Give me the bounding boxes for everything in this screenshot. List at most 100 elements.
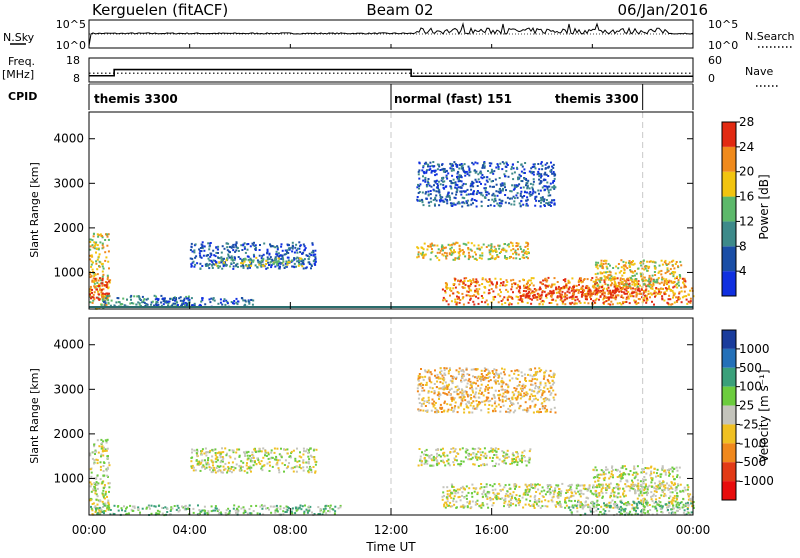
data-cell — [511, 303, 513, 305]
data-cell — [282, 257, 284, 259]
data-cell — [302, 459, 304, 461]
data-cell — [541, 490, 543, 492]
data-cell — [525, 290, 527, 292]
data-cell — [92, 488, 94, 490]
data-cell — [440, 197, 442, 199]
data-cell — [95, 260, 97, 262]
data-cell — [99, 285, 101, 287]
data-cell — [215, 507, 217, 509]
data-cell — [218, 469, 220, 471]
data-cell — [615, 503, 617, 505]
data-cell — [598, 290, 600, 292]
data-cell — [501, 303, 503, 305]
data-cell — [138, 508, 140, 510]
data-cell — [442, 491, 444, 493]
data-cell — [278, 257, 280, 259]
data-cell — [446, 455, 448, 457]
data-cell — [541, 283, 543, 285]
data-cell — [169, 298, 171, 300]
data-cell — [103, 503, 105, 505]
data-cell — [643, 509, 645, 511]
data-cell — [494, 198, 496, 200]
data-cell — [609, 265, 611, 267]
data-cell — [90, 245, 92, 247]
data-cell — [568, 280, 570, 282]
data-cell — [475, 254, 477, 256]
data-cell — [609, 505, 611, 507]
data-cell — [460, 187, 462, 189]
data-cell — [475, 172, 477, 174]
data-cell — [440, 183, 442, 185]
data-cell — [196, 459, 198, 461]
data-cell — [626, 503, 628, 505]
data-cell — [466, 498, 468, 500]
data-cell — [617, 302, 619, 304]
data-cell — [451, 484, 453, 486]
data-cell — [676, 301, 678, 303]
data-cell — [544, 291, 546, 293]
data-cell — [659, 265, 661, 267]
data-cell — [533, 174, 535, 176]
data-cell — [551, 292, 553, 294]
data-cell — [158, 505, 160, 507]
data-cell — [531, 485, 533, 487]
data-cell — [242, 262, 244, 264]
data-cell — [609, 297, 611, 299]
data-cell — [467, 200, 469, 202]
data-cell — [648, 290, 650, 292]
data-cell — [259, 255, 261, 257]
data-cell — [253, 510, 255, 512]
data-cell — [454, 301, 456, 303]
data-cell — [436, 180, 438, 182]
data-cell — [507, 197, 509, 199]
data-cell — [566, 287, 568, 289]
data-cell — [418, 178, 420, 180]
data-cell — [654, 506, 656, 508]
data-cell — [510, 502, 512, 504]
data-cell — [598, 299, 600, 301]
data-cell — [311, 471, 313, 473]
data-cell — [446, 300, 448, 302]
data-cell — [546, 182, 548, 184]
data-cell — [574, 504, 576, 506]
data-cell — [666, 282, 668, 284]
data-cell — [477, 173, 479, 175]
data-cell — [561, 483, 563, 485]
data-cell — [247, 249, 249, 251]
data-cell — [616, 289, 618, 291]
data-cell — [480, 505, 482, 507]
data-cell — [662, 512, 664, 514]
data-cell — [552, 186, 554, 188]
data-cell — [599, 281, 601, 283]
data-cell — [515, 486, 517, 488]
data-cell — [465, 277, 467, 279]
data-cell — [303, 450, 305, 452]
data-cell — [439, 252, 441, 254]
data-cell — [515, 498, 517, 500]
data-cell — [271, 449, 273, 451]
data-cell — [240, 244, 242, 246]
data-cell — [575, 290, 577, 292]
data-cell — [194, 303, 196, 305]
data-cell — [635, 492, 637, 494]
data-cell — [494, 494, 496, 496]
data-cell — [257, 259, 259, 261]
data-cell — [191, 452, 193, 454]
data-cell — [296, 252, 298, 254]
data-cell — [638, 493, 640, 495]
data-cell — [588, 488, 590, 490]
data-cell — [492, 173, 494, 175]
data-cell — [530, 495, 532, 497]
data-cell — [451, 492, 453, 494]
data-cell — [233, 303, 235, 305]
data-cell — [418, 465, 420, 467]
data-cell — [197, 463, 199, 465]
data-cell — [446, 199, 448, 201]
data-cell — [677, 265, 679, 267]
data-cell — [491, 246, 493, 248]
data-cell — [550, 162, 552, 164]
data-cell — [132, 510, 134, 512]
data-cell — [217, 459, 219, 461]
data-cell — [665, 503, 667, 505]
data-cell — [553, 290, 555, 292]
